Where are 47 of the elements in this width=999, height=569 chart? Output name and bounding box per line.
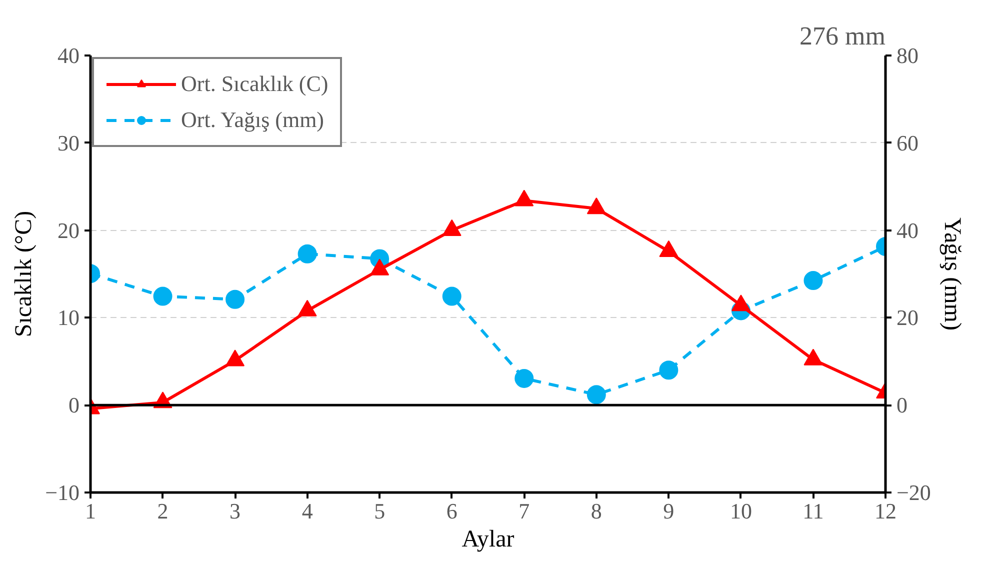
y-tick-label: 30 <box>58 130 80 156</box>
point <box>370 258 390 276</box>
y-tick-label: 10 <box>58 305 80 330</box>
point <box>586 385 606 404</box>
legend-label: Ort. Sıcaklık (C) <box>181 71 328 97</box>
point <box>731 294 750 312</box>
point <box>804 348 823 366</box>
x-tick-label: 3 <box>230 498 241 524</box>
point <box>514 190 534 206</box>
point <box>659 360 678 380</box>
y2-tick-label: 20 <box>896 305 918 330</box>
x-tick-label: 6 <box>446 498 458 524</box>
point <box>442 219 462 236</box>
point <box>153 286 172 306</box>
y2-tick-label: 80 <box>896 43 918 68</box>
text: 276 mm <box>800 22 886 50</box>
point <box>298 300 317 316</box>
legend-label: Ort. Yağış (mm) <box>181 107 324 133</box>
x-tick-label: 8 <box>590 498 602 524</box>
y2-tick-label: 40 <box>896 218 918 243</box>
point <box>226 290 245 309</box>
point <box>586 198 606 214</box>
y-tick-label: −10 <box>45 480 80 505</box>
y2-tick-label: −20 <box>896 480 931 505</box>
x-tick-label: 12 <box>874 498 896 524</box>
x-tick-label: 9 <box>663 498 674 524</box>
point <box>804 271 823 290</box>
point <box>298 244 317 264</box>
y-tick-label: 20 <box>58 218 80 243</box>
x-tick-label: 10 <box>730 498 752 524</box>
x-tick-label: 2 <box>157 498 168 524</box>
point <box>226 350 245 366</box>
y-axis-title: Sıcaklık (°C) <box>11 210 38 338</box>
y2-tick-label: 0 <box>896 392 908 418</box>
point <box>514 368 534 388</box>
x-tick-label: 4 <box>302 498 313 524</box>
x-axis-title: Aylar <box>462 526 514 552</box>
x-tick-label: 11 <box>802 498 824 524</box>
y2-axis-title: Yağış (mm) <box>938 218 965 330</box>
x-tick-label: 7 <box>518 498 530 524</box>
point <box>659 240 678 257</box>
y-tick-label: 0 <box>68 392 80 418</box>
x-tick-label: 5 <box>374 498 386 524</box>
point <box>442 286 462 306</box>
y-tick-label: 40 <box>58 43 80 68</box>
y2-tick-label: 60 <box>896 130 918 156</box>
x-tick-label: 1 <box>85 498 96 524</box>
